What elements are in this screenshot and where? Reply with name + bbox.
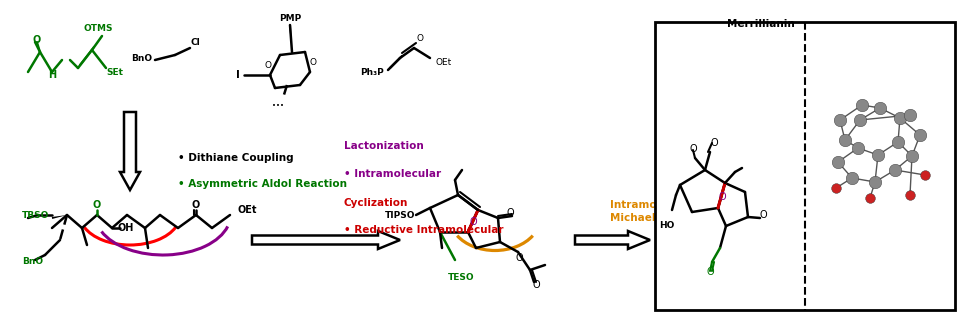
Text: OEt: OEt xyxy=(436,58,452,67)
Text: O: O xyxy=(93,200,101,210)
Text: O: O xyxy=(707,267,714,277)
Text: Ph₃P: Ph₃P xyxy=(360,68,384,76)
Text: SEt: SEt xyxy=(107,68,124,76)
Text: O: O xyxy=(309,58,317,67)
Text: BnO: BnO xyxy=(131,53,152,62)
Text: TESO: TESO xyxy=(448,274,474,283)
Text: O: O xyxy=(689,144,697,154)
Text: O: O xyxy=(532,280,540,290)
Text: OH: OH xyxy=(118,223,134,233)
Text: • Reductive Intramolecular: • Reductive Intramolecular xyxy=(344,225,503,236)
Text: O: O xyxy=(506,208,514,218)
Polygon shape xyxy=(52,215,67,219)
Text: TIPSO: TIPSO xyxy=(385,211,415,220)
Polygon shape xyxy=(120,112,140,190)
Text: O: O xyxy=(192,200,200,210)
Text: OTMS: OTMS xyxy=(84,23,112,33)
Text: Merrillianin: Merrillianin xyxy=(728,19,795,29)
Text: H: H xyxy=(48,70,56,80)
Text: Lactonization: Lactonization xyxy=(344,140,423,151)
Polygon shape xyxy=(575,231,650,249)
Polygon shape xyxy=(252,231,400,249)
Text: BnO: BnO xyxy=(22,258,43,267)
Text: Cyclization: Cyclization xyxy=(344,198,408,208)
Text: O: O xyxy=(417,34,423,43)
Text: O: O xyxy=(718,192,726,202)
Text: O: O xyxy=(516,253,523,263)
Text: O: O xyxy=(710,138,718,148)
Text: Cl: Cl xyxy=(190,37,200,46)
Text: O: O xyxy=(33,35,41,45)
Text: •••: ••• xyxy=(272,103,284,109)
Text: I: I xyxy=(236,70,240,80)
Text: • Dithiane Coupling: • Dithiane Coupling xyxy=(178,153,293,164)
Text: O: O xyxy=(759,210,767,220)
Text: HO: HO xyxy=(660,220,675,229)
Text: O: O xyxy=(469,217,477,227)
Text: O: O xyxy=(265,60,272,69)
Polygon shape xyxy=(289,25,292,52)
Text: PMP: PMP xyxy=(278,13,301,22)
Text: • Intramolecular: • Intramolecular xyxy=(344,169,441,180)
Text: TBSO: TBSO xyxy=(22,211,49,220)
Text: Intramolecular
Michael Addition: Intramolecular Michael Addition xyxy=(610,200,708,223)
Text: OEt: OEt xyxy=(238,205,257,215)
Text: • Asymmetric Aldol Reaction: • Asymmetric Aldol Reaction xyxy=(178,179,347,189)
Bar xyxy=(655,22,955,310)
